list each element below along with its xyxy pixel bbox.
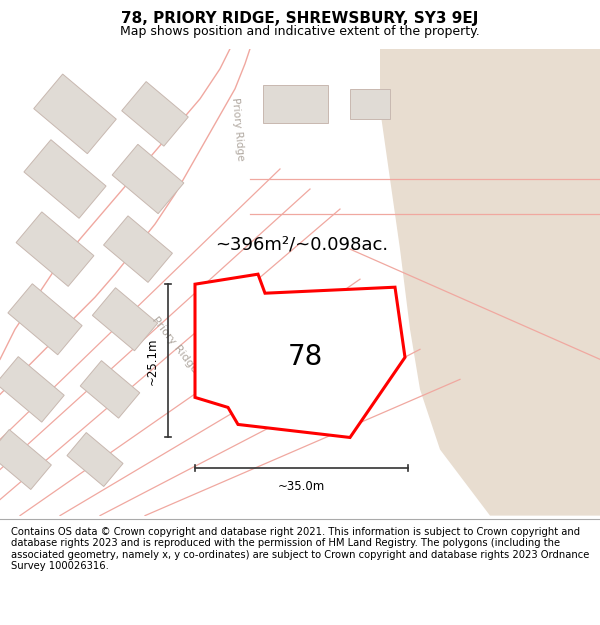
Text: ~396m²/~0.098ac.: ~396m²/~0.098ac. xyxy=(215,235,389,253)
Text: 78: 78 xyxy=(287,343,323,371)
Polygon shape xyxy=(350,89,390,119)
Text: Priory Ridge: Priory Ridge xyxy=(230,97,246,161)
Polygon shape xyxy=(67,432,123,486)
Polygon shape xyxy=(92,288,158,351)
Text: Map shows position and indicative extent of the property.: Map shows position and indicative extent… xyxy=(120,25,480,38)
Polygon shape xyxy=(380,49,600,516)
Text: ~35.0m: ~35.0m xyxy=(278,479,325,492)
Text: ~25.1m: ~25.1m xyxy=(146,337,159,384)
Polygon shape xyxy=(16,212,94,286)
Polygon shape xyxy=(263,85,328,123)
Polygon shape xyxy=(8,284,82,355)
Polygon shape xyxy=(195,274,405,438)
Text: Contains OS data © Crown copyright and database right 2021. This information is : Contains OS data © Crown copyright and d… xyxy=(11,526,589,571)
Polygon shape xyxy=(34,74,116,154)
Polygon shape xyxy=(80,361,140,418)
Polygon shape xyxy=(104,216,172,282)
Polygon shape xyxy=(122,82,188,146)
Text: 78, PRIORY RIDGE, SHREWSBURY, SY3 9EJ: 78, PRIORY RIDGE, SHREWSBURY, SY3 9EJ xyxy=(121,11,479,26)
Polygon shape xyxy=(0,357,64,422)
Text: Priory Ridge: Priory Ridge xyxy=(150,314,200,374)
Polygon shape xyxy=(0,429,52,489)
Polygon shape xyxy=(24,140,106,218)
Polygon shape xyxy=(112,144,184,214)
